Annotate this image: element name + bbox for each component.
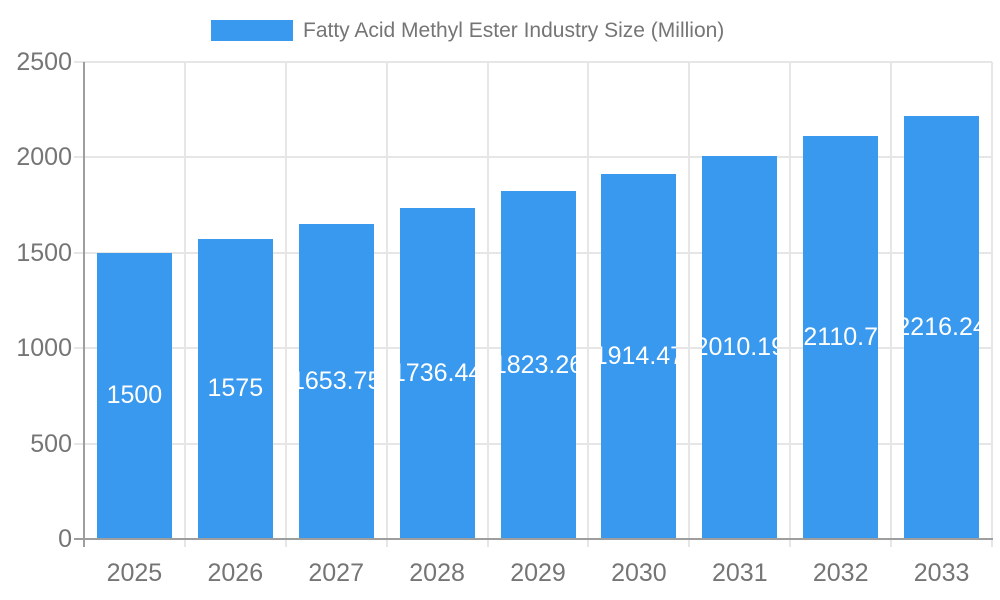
bar-2026: 1575 [197,238,273,538]
x-tick-label: 2029 [510,559,566,587]
bar-value-label: 1736.44 [400,358,475,387]
x-gridline [386,62,388,547]
bar-value-label: 1500 [106,381,163,410]
y-tick [74,443,84,445]
y-tick-label: 1500 [16,239,72,267]
bar-value-label: 2110.7 [803,323,878,352]
x-tick-label: 2025 [106,559,163,587]
y-tick [74,61,84,63]
bar-2028: 1736.44 [399,207,475,538]
y-tick-label: 0 [58,525,72,553]
x-tick-label: 2031 [711,559,768,587]
x-gridline [487,62,489,547]
x-gridline [991,62,993,547]
bar-value-label: 1914.47 [601,341,676,370]
x-tick-label: 2026 [207,559,264,587]
y-tick-label: 1000 [16,334,72,362]
bar-2032: 2110.7 [803,136,879,538]
bar-2030: 1914.47 [601,173,677,538]
x-axis-line [74,538,993,540]
y-tick-label: 500 [30,430,72,458]
x-tick-label: 2032 [812,559,869,587]
x-gridline [789,62,791,547]
x-gridline [587,62,589,547]
x-tick-label: 2028 [409,559,465,587]
x-gridline [688,62,690,547]
y-tick [74,252,84,254]
x-gridline [184,62,186,547]
x-gridline [890,62,892,547]
bar-2029: 1823.26 [500,191,576,538]
bar-value-label: 1575 [207,374,264,403]
x-tick-label: 2030 [611,559,667,587]
y-tick [74,156,84,158]
x-tick-label: 2027 [308,559,364,587]
y-tick-label: 2500 [16,48,72,76]
bar-value-label: 2216.24 [904,313,979,342]
x-gridline [285,62,287,547]
bar-value-label: 2010.19 [702,332,777,361]
bar-2033: 2216.24 [904,116,980,538]
bar-2025: 1500 [96,252,172,538]
bar-value-label: 1653.75 [299,366,374,395]
legend-swatch [211,20,293,41]
bar-2031: 2010.19 [702,155,778,538]
y-gridline [84,61,992,63]
bar-2027: 1653.75 [298,223,374,538]
x-tick-label: 2033 [913,559,970,587]
bar-value-label: 1823.26 [501,350,576,379]
y-tick-label: 2000 [16,143,72,171]
legend-label: Fatty Acid Methyl Ester Industry Size (M… [303,19,725,42]
y-axis-line [83,62,85,547]
y-tick [74,347,84,349]
y-gridline [84,156,992,158]
